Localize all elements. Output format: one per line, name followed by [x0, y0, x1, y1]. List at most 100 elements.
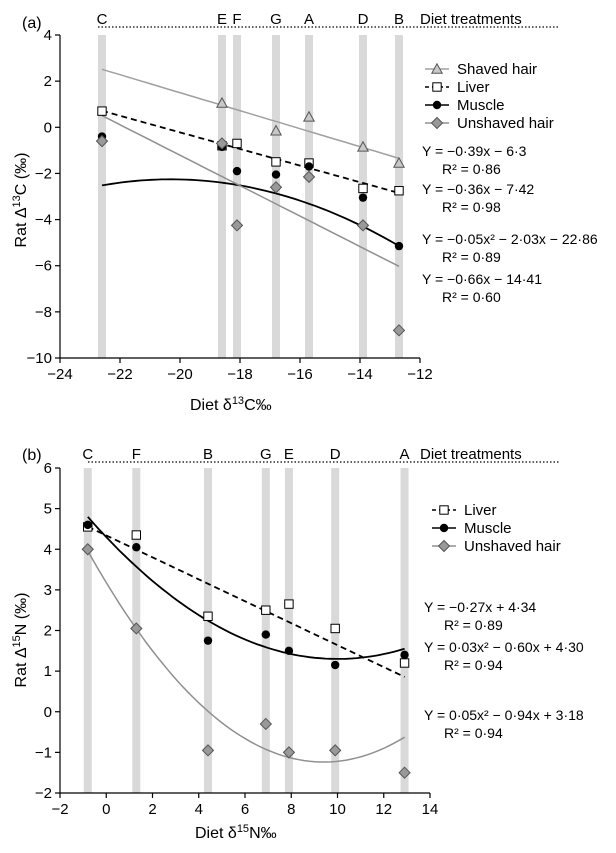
- fit-line-muscle: [87, 516, 405, 660]
- legend-marker-shaved-hair: [430, 62, 444, 74]
- point-shaved-hair: [215, 96, 229, 108]
- treatment-band-E: [218, 35, 226, 358]
- y-tick-label: 6: [44, 460, 52, 477]
- fit-line-liver: [87, 525, 405, 678]
- data-points: [95, 96, 406, 337]
- point-shaved-hair: [356, 140, 370, 152]
- treatment-letter-G: G: [270, 11, 282, 28]
- point-unshaved-hair: [282, 746, 296, 759]
- fit-r-squared: R² = 0·89: [442, 249, 501, 265]
- fit-r-squared: R² = 0·94: [444, 657, 503, 673]
- point-muscle: [304, 162, 314, 171]
- y-tick-label: −10: [27, 350, 52, 367]
- y-tick-label: 0: [44, 119, 52, 136]
- point-unshaved-hair: [215, 137, 229, 150]
- point-muscle: [203, 636, 213, 645]
- point-unshaved-hair: [130, 622, 143, 635]
- x-tick-label: −2: [51, 801, 68, 818]
- point-unshaved-hair: [328, 744, 342, 757]
- treatment-letter-D: D: [330, 446, 341, 463]
- point-shaved-hair: [269, 124, 283, 136]
- treatment-band-A: [400, 468, 409, 793]
- y-tick-label: −4: [35, 212, 52, 229]
- point-liver: [261, 605, 271, 615]
- y-tick-label: 2: [44, 623, 52, 640]
- legend-label-unshaved-hair: Unshaved hair: [464, 538, 561, 555]
- treatment-letter-E: E: [284, 446, 294, 463]
- fit-lines: [101, 68, 400, 268]
- point-muscle: [358, 193, 368, 202]
- legend-label-liver: Liver: [464, 502, 497, 519]
- x-tick-label: 6: [241, 801, 249, 818]
- point-unshaved-hair: [356, 219, 370, 232]
- point-liver: [131, 530, 142, 540]
- x-tick-label: 8: [287, 801, 295, 818]
- fit-r-squared: R² = 0·86: [442, 161, 501, 177]
- x-tick-label: −14: [347, 366, 372, 383]
- fit-line-unshaved-hair: [101, 114, 400, 268]
- point-muscle: [330, 660, 340, 670]
- fit-r-squared: R² = 0·94: [444, 725, 503, 741]
- legend-label-unshaved-hair: Unshaved hair: [457, 115, 554, 132]
- point-unshaved-hair: [81, 543, 94, 556]
- x-tick-label: 14: [422, 801, 439, 818]
- fit-lines: [87, 516, 405, 763]
- y-tick-label: 1: [44, 663, 52, 680]
- y-tick-label: 4: [44, 541, 52, 558]
- treatment-band-E: [284, 468, 293, 793]
- fit-equation: Y = −0·27x + 4·34: [424, 599, 536, 615]
- legend-label-liver: Liver: [457, 79, 490, 96]
- treatment-letter-C: C: [82, 446, 93, 463]
- fit-line-unshaved-hair: [87, 550, 405, 763]
- fit-equation: Y = −0·39x − 6·3: [422, 143, 527, 159]
- point-unshaved-hair: [259, 717, 273, 731]
- y-tick-label: 3: [44, 582, 52, 599]
- x-tick-label: −22: [107, 366, 132, 383]
- x-tick-label: 12: [375, 801, 392, 818]
- treatment-letter-F: F: [132, 446, 141, 463]
- point-muscle: [400, 650, 409, 660]
- legend-label-muscle: Muscle: [457, 97, 505, 114]
- legend-label-muscle: Muscle: [464, 520, 512, 537]
- treatment-band-A: [305, 35, 313, 358]
- treatment-band-B: [204, 468, 212, 793]
- x-tick-label: 2: [148, 801, 156, 818]
- x-tick-label: −24: [47, 366, 72, 383]
- y-tick-label: −1: [35, 744, 52, 761]
- y-tick-label: 0: [44, 704, 52, 721]
- point-liver: [271, 157, 281, 167]
- x-axis-label: Diet δ13C‰: [190, 395, 272, 414]
- fit-r-squared: R² = 0·60: [442, 289, 501, 305]
- point-liver: [394, 186, 404, 196]
- legend-marker-unshaved-hair: [437, 539, 451, 553]
- data-points: [81, 520, 411, 779]
- point-shaved-hair: [392, 156, 406, 168]
- treatment-band-C: [98, 35, 106, 358]
- point-liver: [284, 599, 294, 609]
- treatment-band-G: [272, 35, 280, 358]
- x-tick-label: −16: [287, 366, 312, 383]
- point-muscle: [271, 170, 281, 179]
- treatments-label: Diet treatments: [420, 446, 522, 463]
- y-tick-label: 2: [44, 73, 52, 90]
- treatment-band-C: [83, 468, 92, 793]
- point-muscle: [132, 543, 141, 552]
- fit-equations: Y = −0·27x + 4·34 R² = 0·89 Y = 0·03x² − 0…: [424, 599, 584, 741]
- point-unshaved-hair: [230, 219, 244, 232]
- point-unshaved-hair: [302, 170, 316, 184]
- legend-marker-muscle: [432, 100, 442, 110]
- legend-marker-unshaved-hair: [430, 116, 444, 130]
- treatment-band-B: [395, 35, 403, 358]
- fit-equation: Y = −0·66x − 14·41: [422, 271, 542, 287]
- x-tick-label: 0: [102, 801, 110, 818]
- treatment-letter-G: G: [260, 446, 272, 463]
- point-muscle: [83, 520, 92, 530]
- point-muscle: [261, 630, 271, 639]
- y-tick-label: −2: [35, 785, 52, 802]
